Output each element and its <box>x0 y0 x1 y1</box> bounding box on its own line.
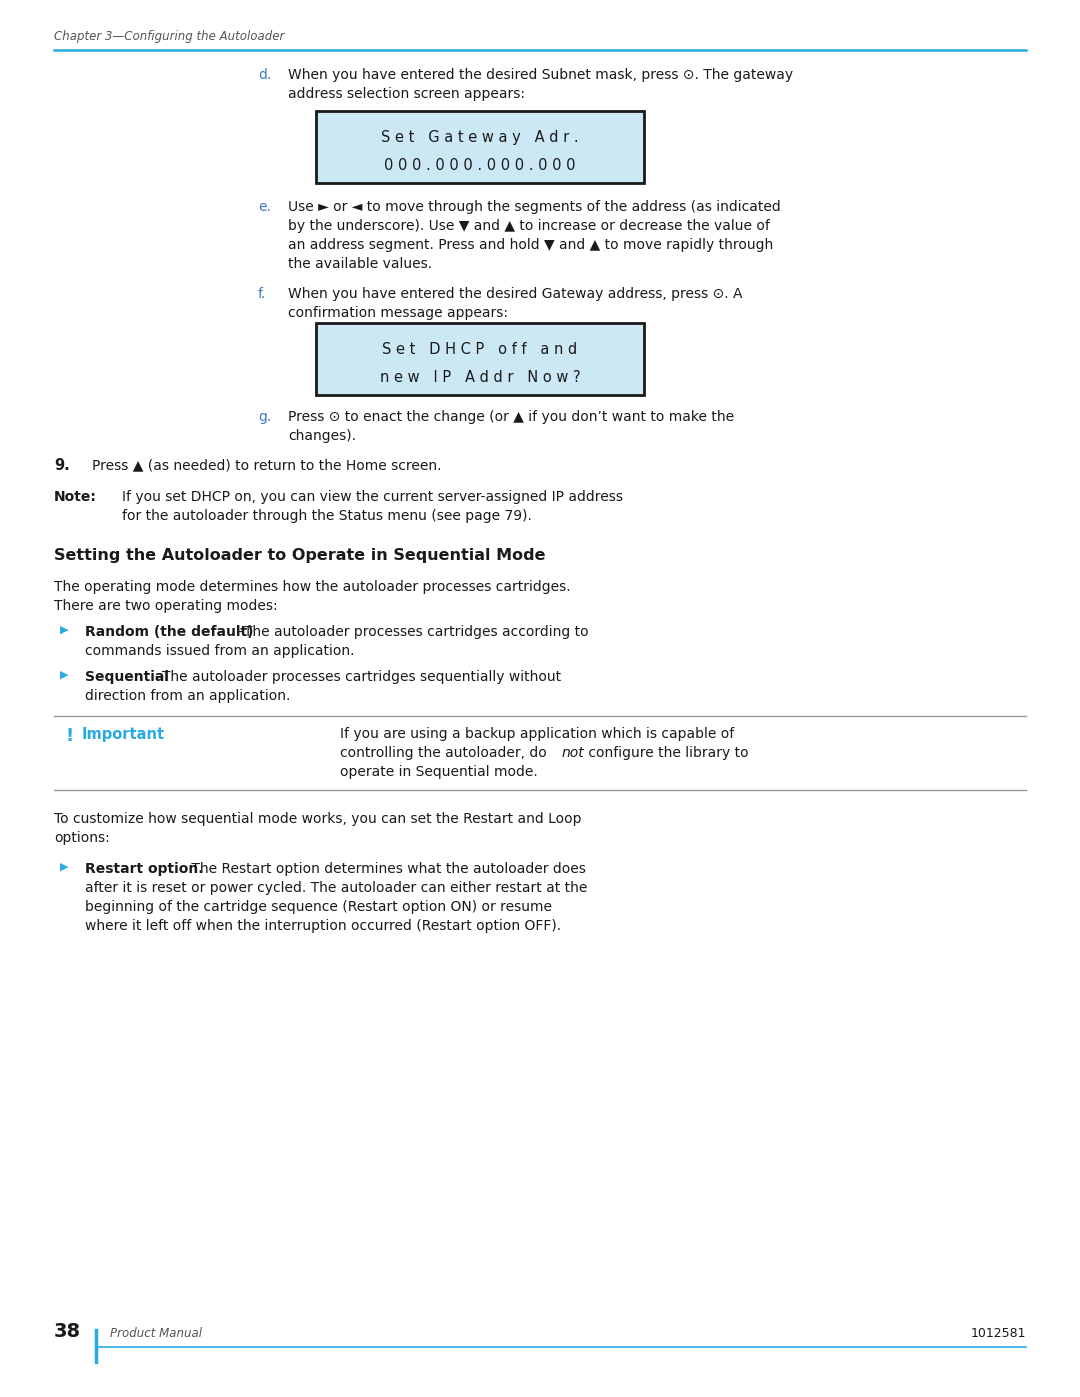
Text: Press ▲ (as needed) to return to the Home screen.: Press ▲ (as needed) to return to the Hom… <box>92 458 442 472</box>
Text: configure the library to: configure the library to <box>584 746 748 760</box>
Text: The operating mode determines how the autoloader processes cartridges.: The operating mode determines how the au… <box>54 580 570 594</box>
Text: S e t   G a t e w a y   A d r .: S e t G a t e w a y A d r . <box>381 130 579 145</box>
Text: 0 0 0 . 0 0 0 . 0 0 0 . 0 0 0: 0 0 0 . 0 0 0 . 0 0 0 . 0 0 0 <box>384 158 576 173</box>
Text: Sequential: Sequential <box>85 671 168 685</box>
Text: operate in Sequential mode.: operate in Sequential mode. <box>340 766 538 780</box>
Text: –The autoloader processes cartridges sequentially without: –The autoloader processes cartridges seq… <box>156 671 562 685</box>
Text: g.: g. <box>258 409 271 425</box>
Text: When you have entered the desired Subnet mask, press ⊙. The gateway: When you have entered the desired Subnet… <box>288 68 793 82</box>
Text: commands issued from an application.: commands issued from an application. <box>85 644 354 658</box>
Text: Chapter 3—Configuring the Autoloader: Chapter 3—Configuring the Autoloader <box>54 29 284 43</box>
Text: an address segment. Press and hold ▼ and ▲ to move rapidly through: an address segment. Press and hold ▼ and… <box>288 237 773 251</box>
Text: options:: options: <box>54 831 110 845</box>
Text: 9.: 9. <box>54 458 70 474</box>
Text: changes).: changes). <box>288 429 356 443</box>
Text: Restart option.: Restart option. <box>85 862 203 876</box>
Text: direction from an application.: direction from an application. <box>85 689 291 703</box>
Text: There are two operating modes:: There are two operating modes: <box>54 599 278 613</box>
Text: f.: f. <box>258 286 267 300</box>
Text: –The autoloader processes cartridges according to: –The autoloader processes cartridges acc… <box>237 624 589 638</box>
Text: beginning of the cartridge sequence (Restart option ON) or resume: beginning of the cartridge sequence (Res… <box>85 900 552 914</box>
Text: S e t   D H C P   o f f   a n d: S e t D H C P o f f a n d <box>382 342 578 358</box>
Text: the available values.: the available values. <box>288 257 432 271</box>
Text: !: ! <box>65 726 73 745</box>
Text: ▶: ▶ <box>60 624 68 636</box>
Text: for the autoloader through the Status menu (see page 79).: for the autoloader through the Status me… <box>122 509 531 522</box>
FancyBboxPatch shape <box>316 323 644 395</box>
Text: confirmation message appears:: confirmation message appears: <box>288 306 508 320</box>
Text: Note:: Note: <box>54 490 97 504</box>
Text: When you have entered the desired Gateway address, press ⊙. A: When you have entered the desired Gatewa… <box>288 286 743 300</box>
Text: 1012581: 1012581 <box>971 1327 1026 1340</box>
Text: controlling the autoloader, do: controlling the autoloader, do <box>340 746 551 760</box>
Text: e.: e. <box>258 200 271 214</box>
Text: The Restart option determines what the autoloader does: The Restart option determines what the a… <box>187 862 585 876</box>
Text: address selection screen appears:: address selection screen appears: <box>288 87 525 101</box>
Text: ▶: ▶ <box>60 671 68 680</box>
Text: Product Manual: Product Manual <box>110 1327 202 1340</box>
Text: To customize how sequential mode works, you can set the Restart and Loop: To customize how sequential mode works, … <box>54 812 581 826</box>
Text: Setting the Autoloader to Operate in Sequential Mode: Setting the Autoloader to Operate in Seq… <box>54 548 545 563</box>
Text: Press ⊙ to enact the change (or ▲ if you don’t want to make the: Press ⊙ to enact the change (or ▲ if you… <box>288 409 734 425</box>
Text: by the underscore). Use ▼ and ▲ to increase or decrease the value of: by the underscore). Use ▼ and ▲ to incre… <box>288 219 770 233</box>
Text: d.: d. <box>258 68 271 82</box>
Text: ▶: ▶ <box>60 862 68 872</box>
Text: 38: 38 <box>54 1322 81 1341</box>
Text: n e w   I P   A d d r   N o w ?: n e w I P A d d r N o w ? <box>380 370 580 386</box>
FancyBboxPatch shape <box>316 110 644 183</box>
Text: If you are using a backup application which is capable of: If you are using a backup application wh… <box>340 726 734 740</box>
Text: Important: Important <box>82 726 165 742</box>
Text: after it is reset or power cycled. The autoloader can either restart at the: after it is reset or power cycled. The a… <box>85 882 588 895</box>
Text: not: not <box>562 746 584 760</box>
Text: where it left off when the interruption occurred (Restart option OFF).: where it left off when the interruption … <box>85 919 562 933</box>
Text: Use ► or ◄ to move through the segments of the address (as indicated: Use ► or ◄ to move through the segments … <box>288 200 781 214</box>
Text: If you set DHCP on, you can view the current server-assigned IP address: If you set DHCP on, you can view the cur… <box>122 490 623 504</box>
Text: Random (the default): Random (the default) <box>85 624 254 638</box>
